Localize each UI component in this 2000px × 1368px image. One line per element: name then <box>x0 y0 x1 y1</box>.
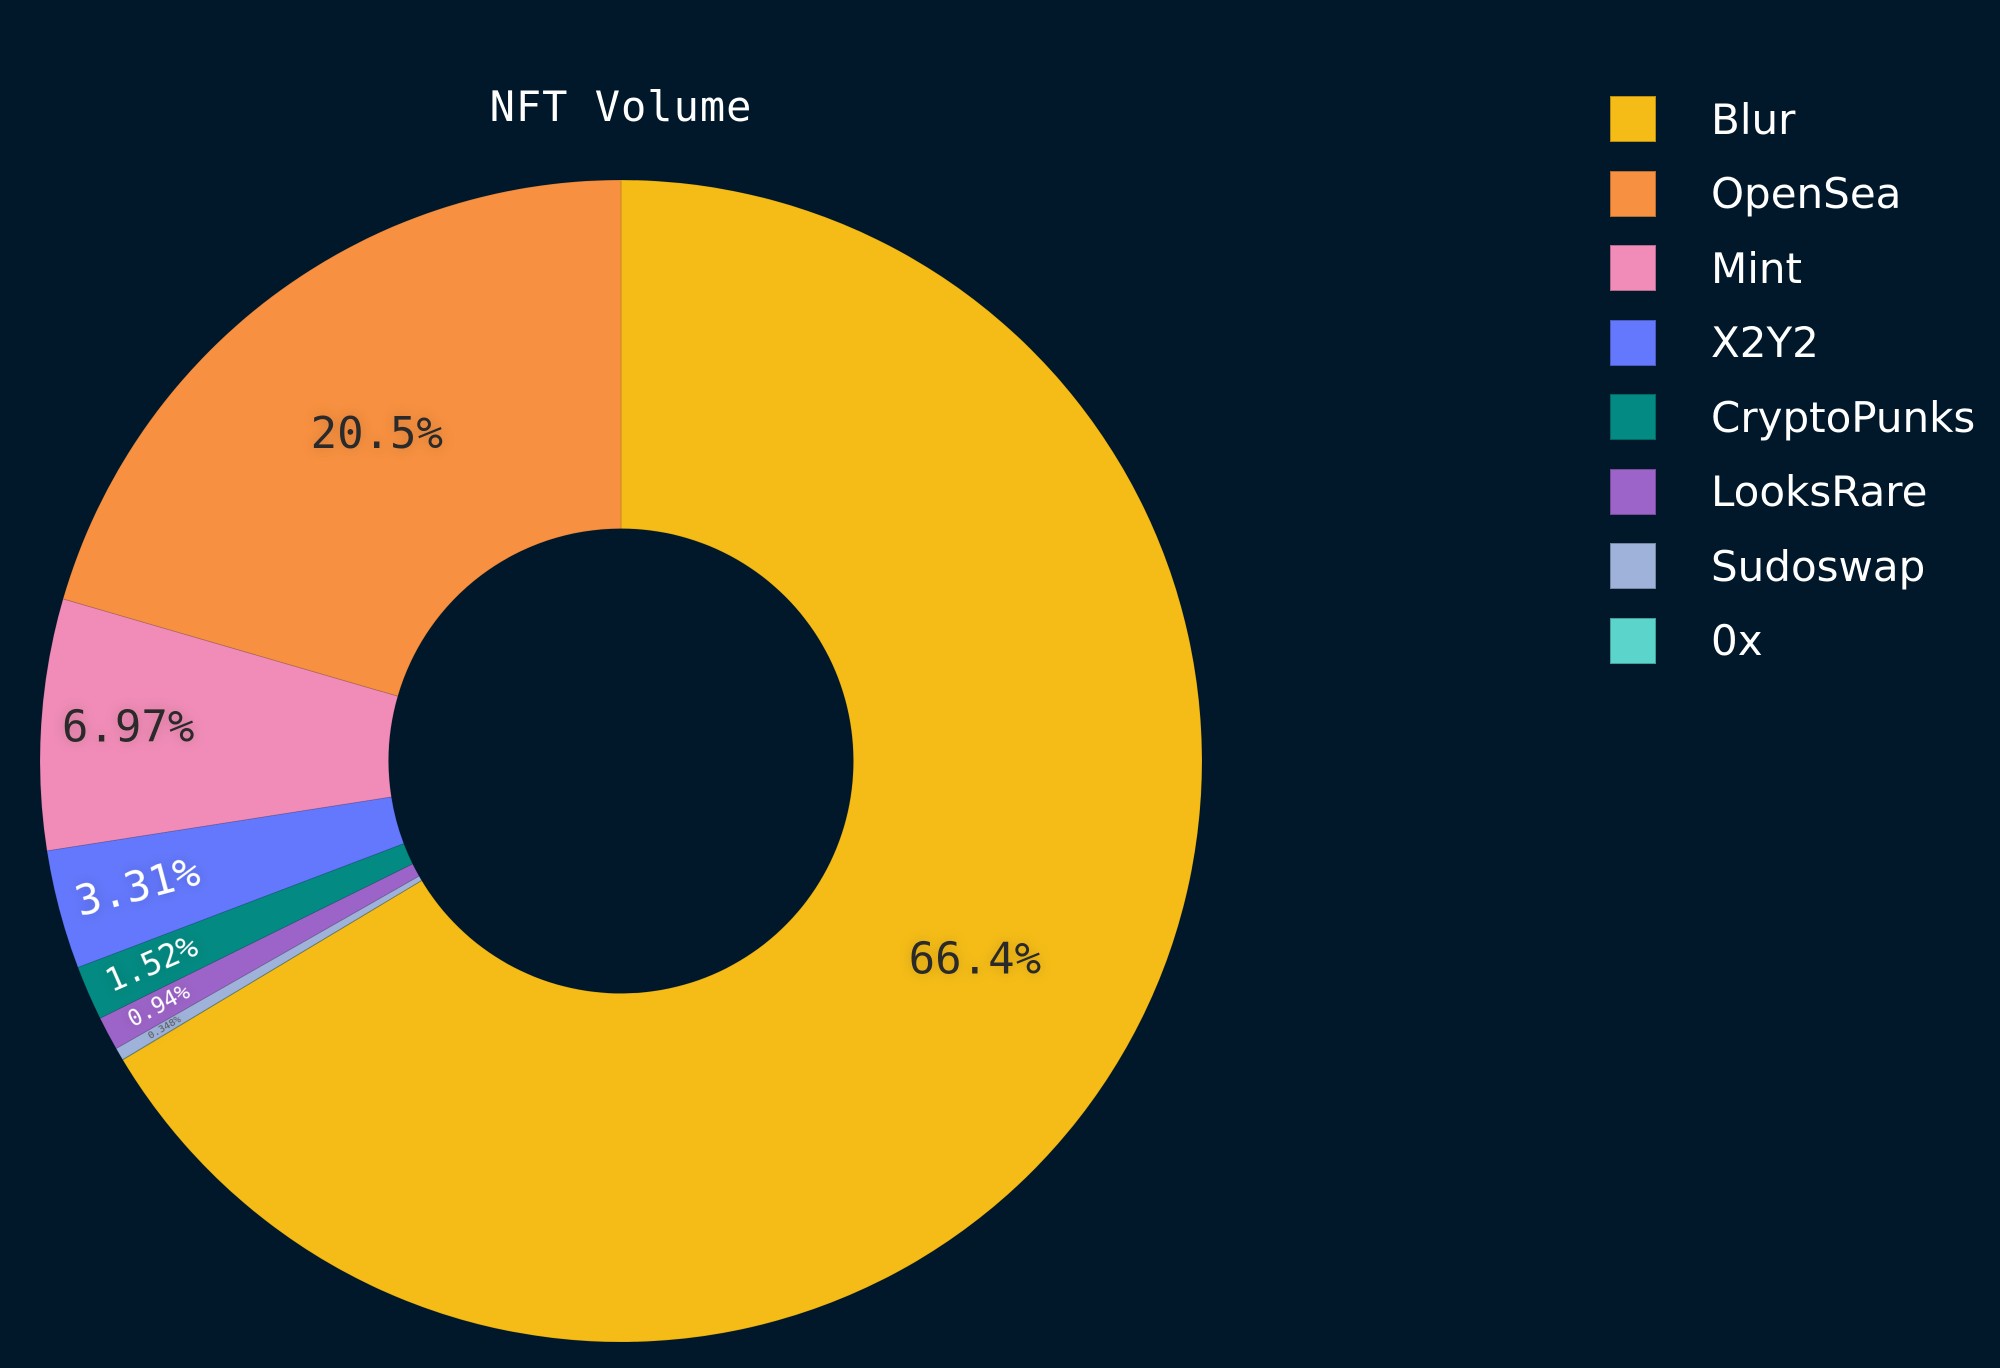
slice-blur[interactable] <box>122 179 1203 1343</box>
legend: Blur OpenSea Mint X2Y2 CryptoPunks Looks… <box>1610 82 1975 678</box>
legend-item-blur[interactable]: Blur <box>1610 82 1975 157</box>
slice-looksrare[interactable] <box>99 863 420 1050</box>
slice-x2y2[interactable] <box>46 796 405 969</box>
slice-0x[interactable] <box>121 879 423 1061</box>
legend-label: X2Y2 <box>1711 318 1819 368</box>
legend-item-opensea[interactable]: OpenSea <box>1610 157 1975 232</box>
legend-swatch-looksrare <box>1610 468 1656 515</box>
legend-swatch-mint <box>1610 245 1656 292</box>
legend-item-looksrare[interactable]: LooksRare <box>1610 455 1975 530</box>
legend-label: Blur <box>1711 94 1796 144</box>
legend-item-sudoswap[interactable]: Sudoswap <box>1610 529 1975 604</box>
legend-swatch-blur <box>1610 96 1656 143</box>
chart-title: NFT Volume <box>489 82 753 131</box>
slice-mint[interactable] <box>39 598 399 852</box>
legend-item-x2y2[interactable]: X2Y2 <box>1610 306 1975 381</box>
legend-label: Mint <box>1711 243 1802 293</box>
slice-opensea[interactable] <box>62 179 622 697</box>
legend-label: OpenSea <box>1711 169 1902 219</box>
legend-label: 0x <box>1711 616 1763 666</box>
legend-swatch-0x <box>1610 617 1656 664</box>
slice-sudoswap[interactable] <box>115 875 423 1061</box>
legend-label: CryptoPunks <box>1711 392 1976 442</box>
legend-item-mint[interactable]: Mint <box>1610 231 1975 306</box>
donut-slices <box>39 179 1203 1343</box>
legend-swatch-sudoswap <box>1610 543 1656 590</box>
slice-label-opensea: 20.5% <box>311 408 443 459</box>
legend-item-0x[interactable]: 0x <box>1610 604 1975 679</box>
legend-label: LooksRare <box>1711 467 1928 517</box>
legend-swatch-x2y2 <box>1610 319 1656 366</box>
legend-swatch-opensea <box>1610 170 1656 217</box>
legend-item-cryptopunks[interactable]: CryptoPunks <box>1610 380 1975 455</box>
slice-label-mint: 6.97% <box>62 702 194 753</box>
legend-swatch-cryptopunks <box>1610 394 1656 441</box>
legend-label: Sudoswap <box>1711 541 1926 591</box>
slice-label-blur: 66.4% <box>909 933 1041 984</box>
